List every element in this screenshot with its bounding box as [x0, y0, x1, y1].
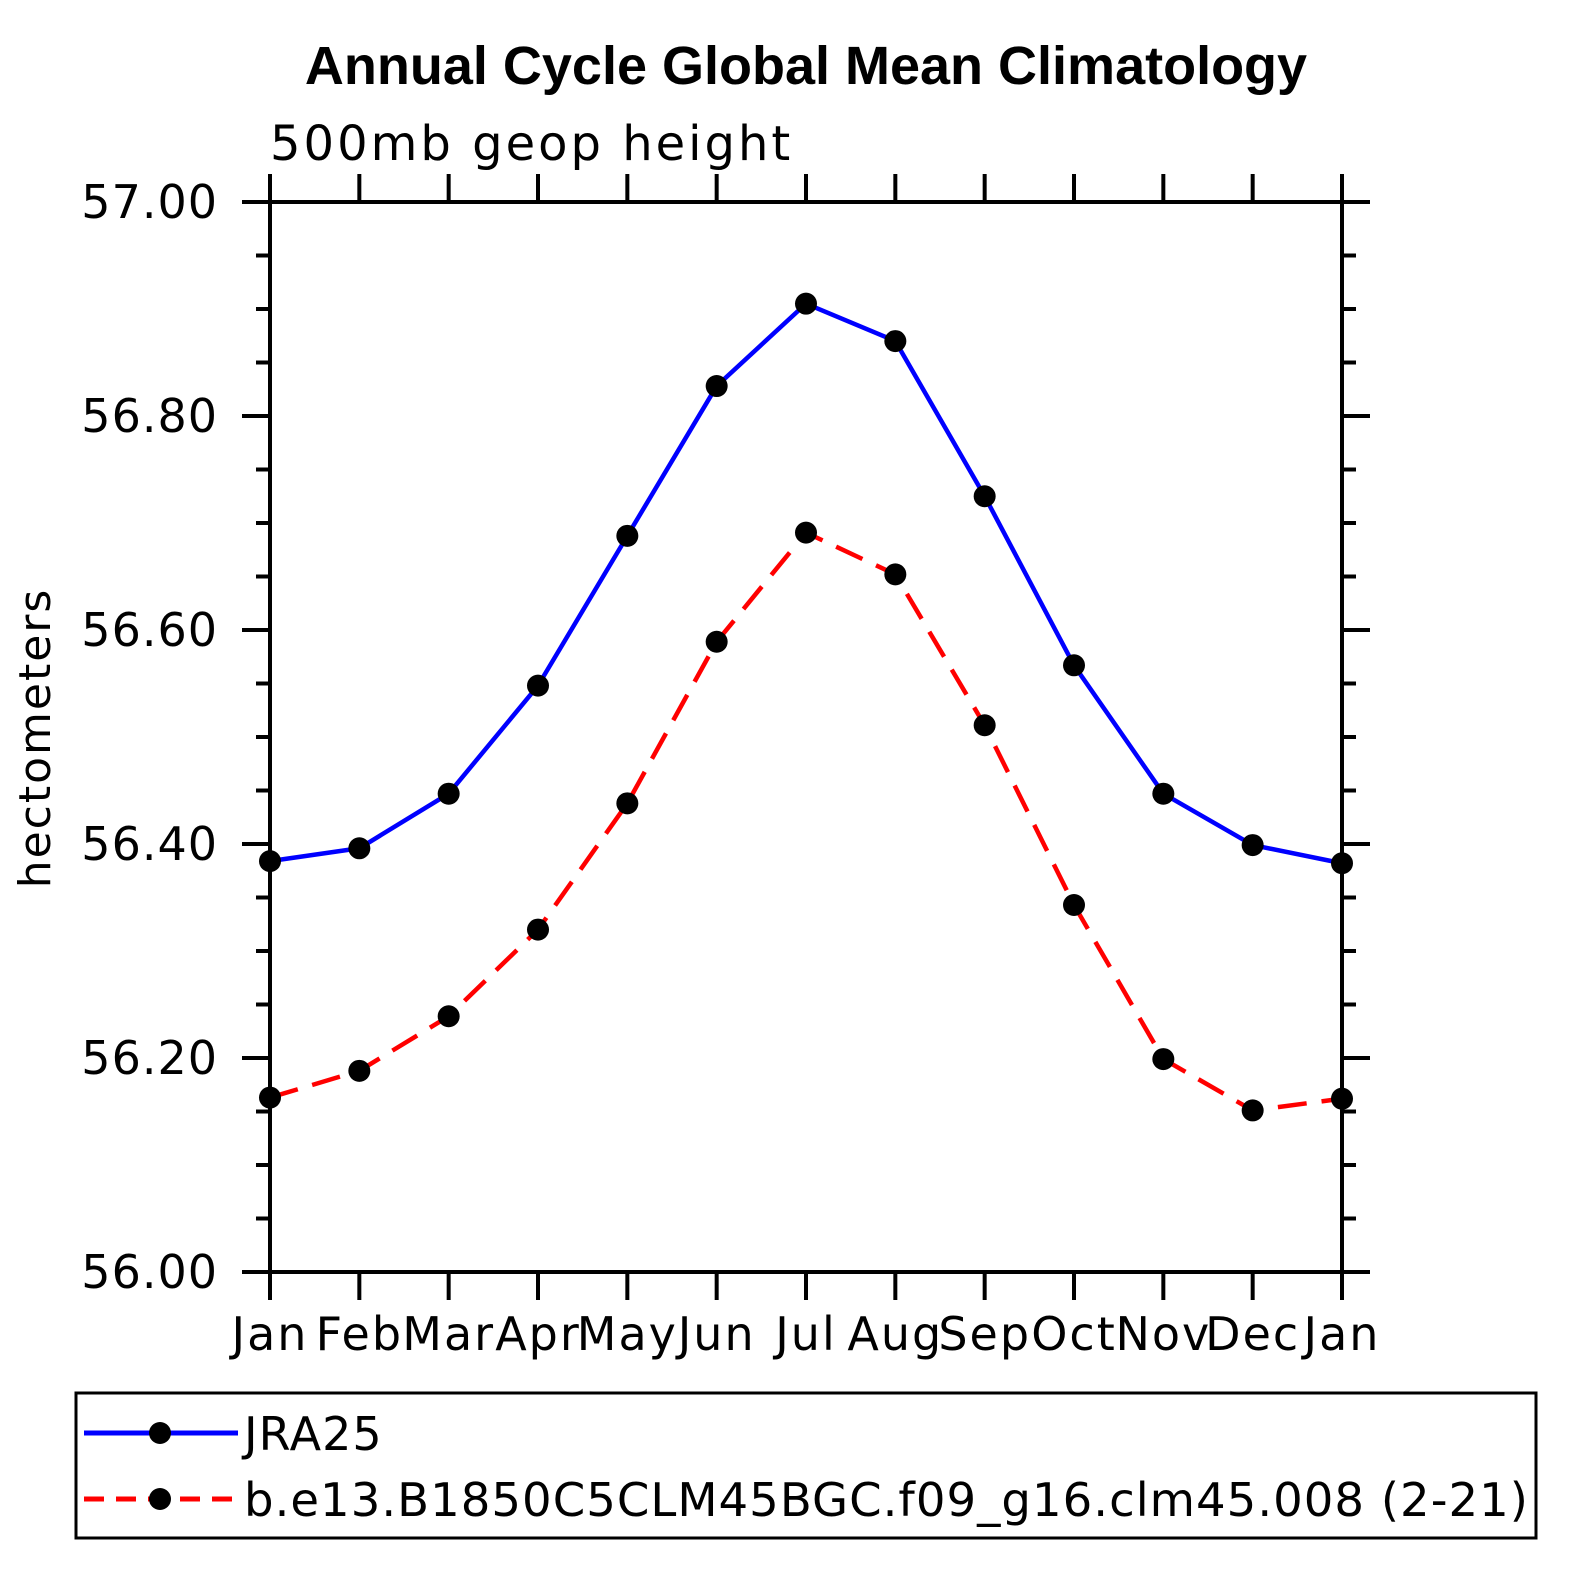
data-point-marker: [1241, 834, 1264, 857]
month-label: Jan: [1301, 1307, 1381, 1361]
data-point-marker: [884, 330, 907, 353]
data-point-marker: [1331, 1087, 1353, 1110]
y-axis-label: hectometers: [10, 588, 61, 889]
data-point-marker: [1063, 654, 1085, 677]
data-point-marker: [437, 1005, 460, 1028]
month-label: Dec: [1205, 1307, 1300, 1361]
legend-marker-model-icon: [149, 1488, 171, 1510]
y-tick-label: 56.40: [81, 817, 218, 871]
data-point-marker: [1241, 1099, 1264, 1122]
month-label: Sep: [938, 1307, 1031, 1361]
data-point-marker: [1152, 782, 1175, 805]
data-point-marker: [795, 521, 817, 544]
y-tick-label: 56.20: [81, 1031, 218, 1085]
month-label: Mar: [402, 1307, 495, 1361]
month-label: Nov: [1115, 1307, 1211, 1361]
data-point-marker: [348, 1059, 371, 1082]
month-label: Jan: [229, 1307, 309, 1361]
month-label: Feb: [316, 1307, 403, 1361]
y-tick-label: 56.00: [81, 1245, 218, 1299]
data-point-marker: [795, 292, 817, 315]
data-point-marker: [705, 375, 728, 398]
month-label: May: [577, 1307, 678, 1361]
data-point-marker: [527, 918, 549, 941]
legend: JRA25 b.e13.B1850C5CLM45BGC.f09_g16.clm4…: [74, 1391, 1538, 1540]
month-label: Apr: [495, 1307, 581, 1361]
data-point-marker: [705, 630, 728, 653]
data-point-marker: [259, 850, 281, 873]
legend-marker-jra25-icon: [149, 1422, 171, 1444]
data-point-marker: [348, 837, 371, 860]
data-point-marker: [1063, 893, 1085, 916]
series-line-jra25: [269, 301, 1343, 866]
month-label: Oct: [1031, 1307, 1117, 1361]
data-point-marker: [259, 1086, 281, 1109]
data-point-marker: [1331, 852, 1353, 875]
legend-box: [74, 1391, 1538, 1540]
month-label: Jul: [772, 1307, 837, 1361]
data-point-marker: [973, 485, 996, 508]
data-point-marker: [437, 782, 460, 805]
plot-frame: [268, 200, 1344, 1274]
data-point-marker: [616, 524, 639, 547]
y-tick-label: 57.00: [81, 175, 218, 229]
data-point-marker: [973, 714, 996, 737]
y-tick-label: 56.60: [81, 603, 218, 657]
chart-subtitle: 500mb geop height: [270, 116, 793, 172]
series-line-model: [269, 530, 1343, 1113]
legend-label-jra25: JRA25: [241, 1407, 383, 1461]
chart-title: Annual Cycle Global Mean Climatology: [305, 36, 1307, 96]
month-label: Jun: [675, 1307, 756, 1361]
data-point-marker: [1152, 1048, 1175, 1071]
data-point-marker: [884, 563, 907, 586]
data-point-marker: [527, 674, 549, 697]
month-label: Aug: [847, 1307, 943, 1361]
legend-label-model: b.e13.B1850C5CLM45BGC.f09_g16.clm45.008 …: [244, 1473, 1529, 1527]
y-tick-label: 56.80: [81, 389, 218, 443]
data-point-marker: [616, 792, 639, 815]
series-lines: [259, 292, 1353, 1122]
